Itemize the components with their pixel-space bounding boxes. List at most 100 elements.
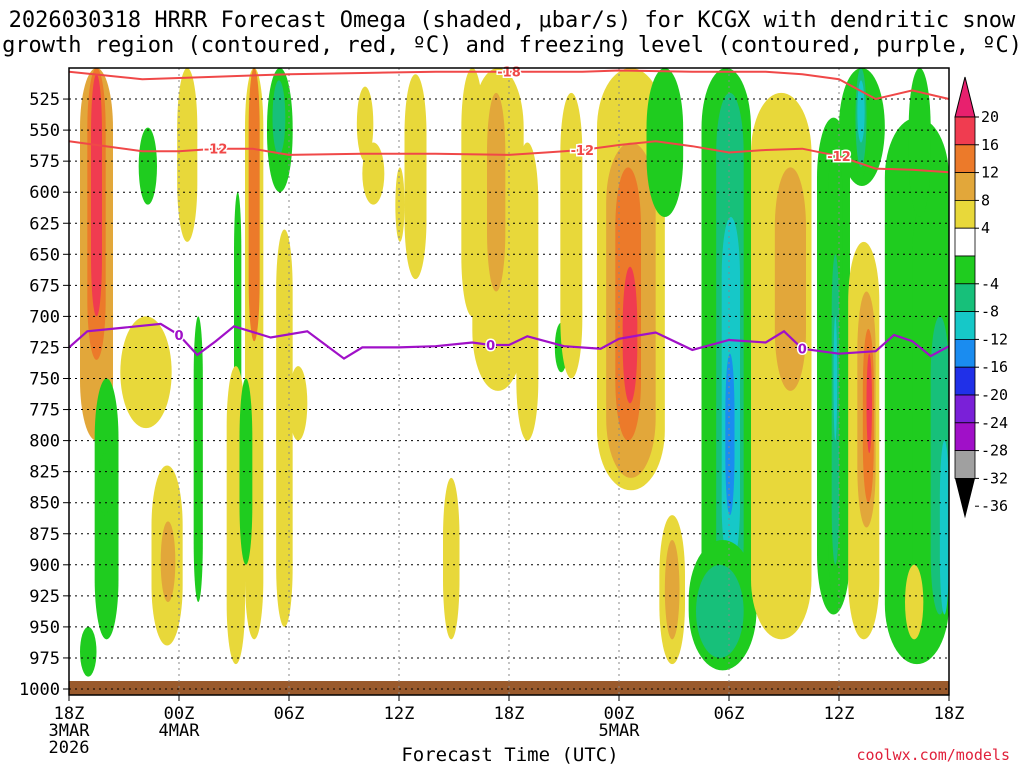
- omega-shading-layer: [80, 68, 949, 677]
- chart-title-line-2: growth region (contoured, red, ºC) and f…: [2, 33, 1022, 58]
- colorbar-label-7: -12: [981, 330, 1008, 348]
- omega-cell-47: [774, 167, 806, 391]
- x-tick-year-0: 2026: [49, 738, 90, 758]
- colorbar-label-3: 8: [981, 191, 990, 209]
- colorbar-label-10: -24: [981, 414, 1008, 432]
- colorbar-bin-8: [954, 338, 976, 368]
- y-tick-label-2: 575: [29, 152, 60, 172]
- grid-layer: [69, 68, 949, 695]
- omega-cell-11: [177, 68, 198, 242]
- colorbar-bin-6: [954, 283, 976, 312]
- colorbar-label-12: -32: [981, 469, 1008, 487]
- omega-cell-43: [725, 353, 735, 516]
- omega-cell-39: [664, 539, 680, 640]
- omega-cell-6: [80, 626, 97, 677]
- omega-cell-22: [356, 86, 374, 162]
- contour-label-freezing-level-2: 0: [798, 343, 807, 358]
- site-credit[interactable]: coolwx.com/models: [856, 746, 1010, 764]
- omega-cell-65: [905, 564, 924, 640]
- omega-cell-19: [272, 80, 286, 155]
- chart-title-line-1: 2026030318 HRRR Forecast Omega (shaded, …: [8, 8, 1016, 33]
- y-tick-label-16: 925: [29, 587, 60, 607]
- y-axis: 525 550 575 600 625 650 675 700 725 750 775 800 825 8…: [19, 90, 69, 700]
- colorbar-bin-5: [954, 255, 976, 285]
- omega-cell-63: [939, 440, 949, 615]
- y-tick-label-9: 750: [29, 370, 60, 390]
- y-tick-label-0: 525: [29, 90, 60, 110]
- omega-cell-36: [622, 266, 638, 404]
- y-tick-label-15: 900: [29, 556, 60, 576]
- x-axis-label: Forecast Time (UTC): [401, 744, 619, 766]
- colorbar-label-11: -28: [981, 442, 1008, 460]
- colorbar-bottom-arrow: [955, 478, 975, 519]
- y-tick-label-7: 700: [29, 307, 60, 327]
- omega-cell-8: [120, 316, 172, 429]
- x-tick-label-4: 18Z: [494, 704, 525, 724]
- colorbar-label-6: -8: [981, 303, 999, 321]
- contour-label-freezing-level-0: 0: [174, 329, 183, 344]
- omega-cell-32: [560, 92, 583, 379]
- omega-cell-59: [866, 353, 872, 454]
- omega-cell-24: [395, 167, 405, 242]
- colorbar: 20 16 12 8 4 -4 -8 -12 -16 -20 -24 -28 -32 -36: [954, 76, 1008, 519]
- y-tick-label-5: 650: [29, 245, 60, 265]
- omega-cell-30: [516, 142, 539, 441]
- colorbar-label-4: 4: [981, 219, 990, 237]
- contour-dgz-minus12: [68, 140, 950, 174]
- y-tick-label-3: 600: [29, 183, 60, 203]
- y-tick-label-18: 975: [29, 649, 60, 669]
- omega-cell-12: [193, 316, 203, 603]
- omega-cell-17: [239, 378, 253, 565]
- colorbar-bin-2: [954, 172, 976, 201]
- colorbar-label-2: 12: [981, 164, 999, 182]
- colorbar-bin-4: [954, 227, 976, 257]
- omega-cell-55: [857, 80, 865, 143]
- y-tick-label-14: 875: [29, 525, 60, 545]
- y-tick-label-4: 625: [29, 214, 60, 234]
- y-tick-label-17: 950: [29, 618, 60, 638]
- omega-cell-23: [362, 142, 385, 205]
- contour-label-dgz-minus12-1: -12: [571, 144, 595, 159]
- omega-cell-21: [289, 366, 308, 441]
- colorbar-bin-10: [954, 394, 976, 424]
- omega-cell-5: [98, 453, 112, 516]
- colorbar-label-0: 20: [981, 108, 999, 126]
- contour-label-freezing-level-1: 0: [486, 339, 495, 354]
- colorbar-label-9: -20: [981, 386, 1008, 404]
- x-tick-label-0: 18Z: [54, 704, 85, 724]
- omega-cell-45: [696, 564, 744, 658]
- y-tick-label-6: 675: [29, 276, 60, 296]
- colorbar-bin-3: [954, 199, 976, 229]
- x-tick-label-1: 00Z: [164, 704, 195, 724]
- x-tick-date-1: 4MAR: [159, 721, 201, 741]
- colorbar-bin-9: [954, 366, 976, 396]
- colorbar-bin-7: [954, 311, 976, 340]
- x-tick-label-7: 12Z: [824, 704, 855, 724]
- x-tick-date-0: 3MAR: [49, 721, 91, 741]
- omega-cell-25: [404, 74, 427, 280]
- colorbar-top-arrow: [954, 76, 976, 118]
- contour-freezing-level: [68, 322, 950, 360]
- omega-cell-7: [138, 127, 157, 205]
- x-tick-label-6: 06Z: [714, 704, 745, 724]
- x-tick-label-2: 06Z: [274, 704, 305, 724]
- y-tick-label-1: 550: [29, 121, 60, 141]
- y-tick-label-13: 850: [29, 494, 60, 514]
- contour-dgz-minus18: [68, 69, 950, 101]
- y-tick-label-8: 725: [29, 338, 60, 358]
- omega-cell-10: [160, 521, 176, 603]
- x-tick-label-8: 18Z: [934, 704, 965, 724]
- y-tick-label-19: 1000: [19, 680, 60, 700]
- contour-label-dgz-minus12-0: -12: [204, 143, 228, 158]
- contour-label-dgz-minus12-2: -12: [827, 150, 851, 165]
- x-tick-label-3: 12Z: [384, 704, 415, 724]
- colorbar-label-1: 16: [981, 136, 999, 154]
- colorbar-label-13: -36: [981, 497, 1008, 515]
- omega-cell-20: [276, 229, 293, 627]
- colorbar-bin-12: [954, 450, 976, 479]
- y-tick-label-12: 825: [29, 463, 60, 483]
- omega-cell-51: [833, 316, 838, 441]
- colorbar-bin-1: [954, 144, 976, 174]
